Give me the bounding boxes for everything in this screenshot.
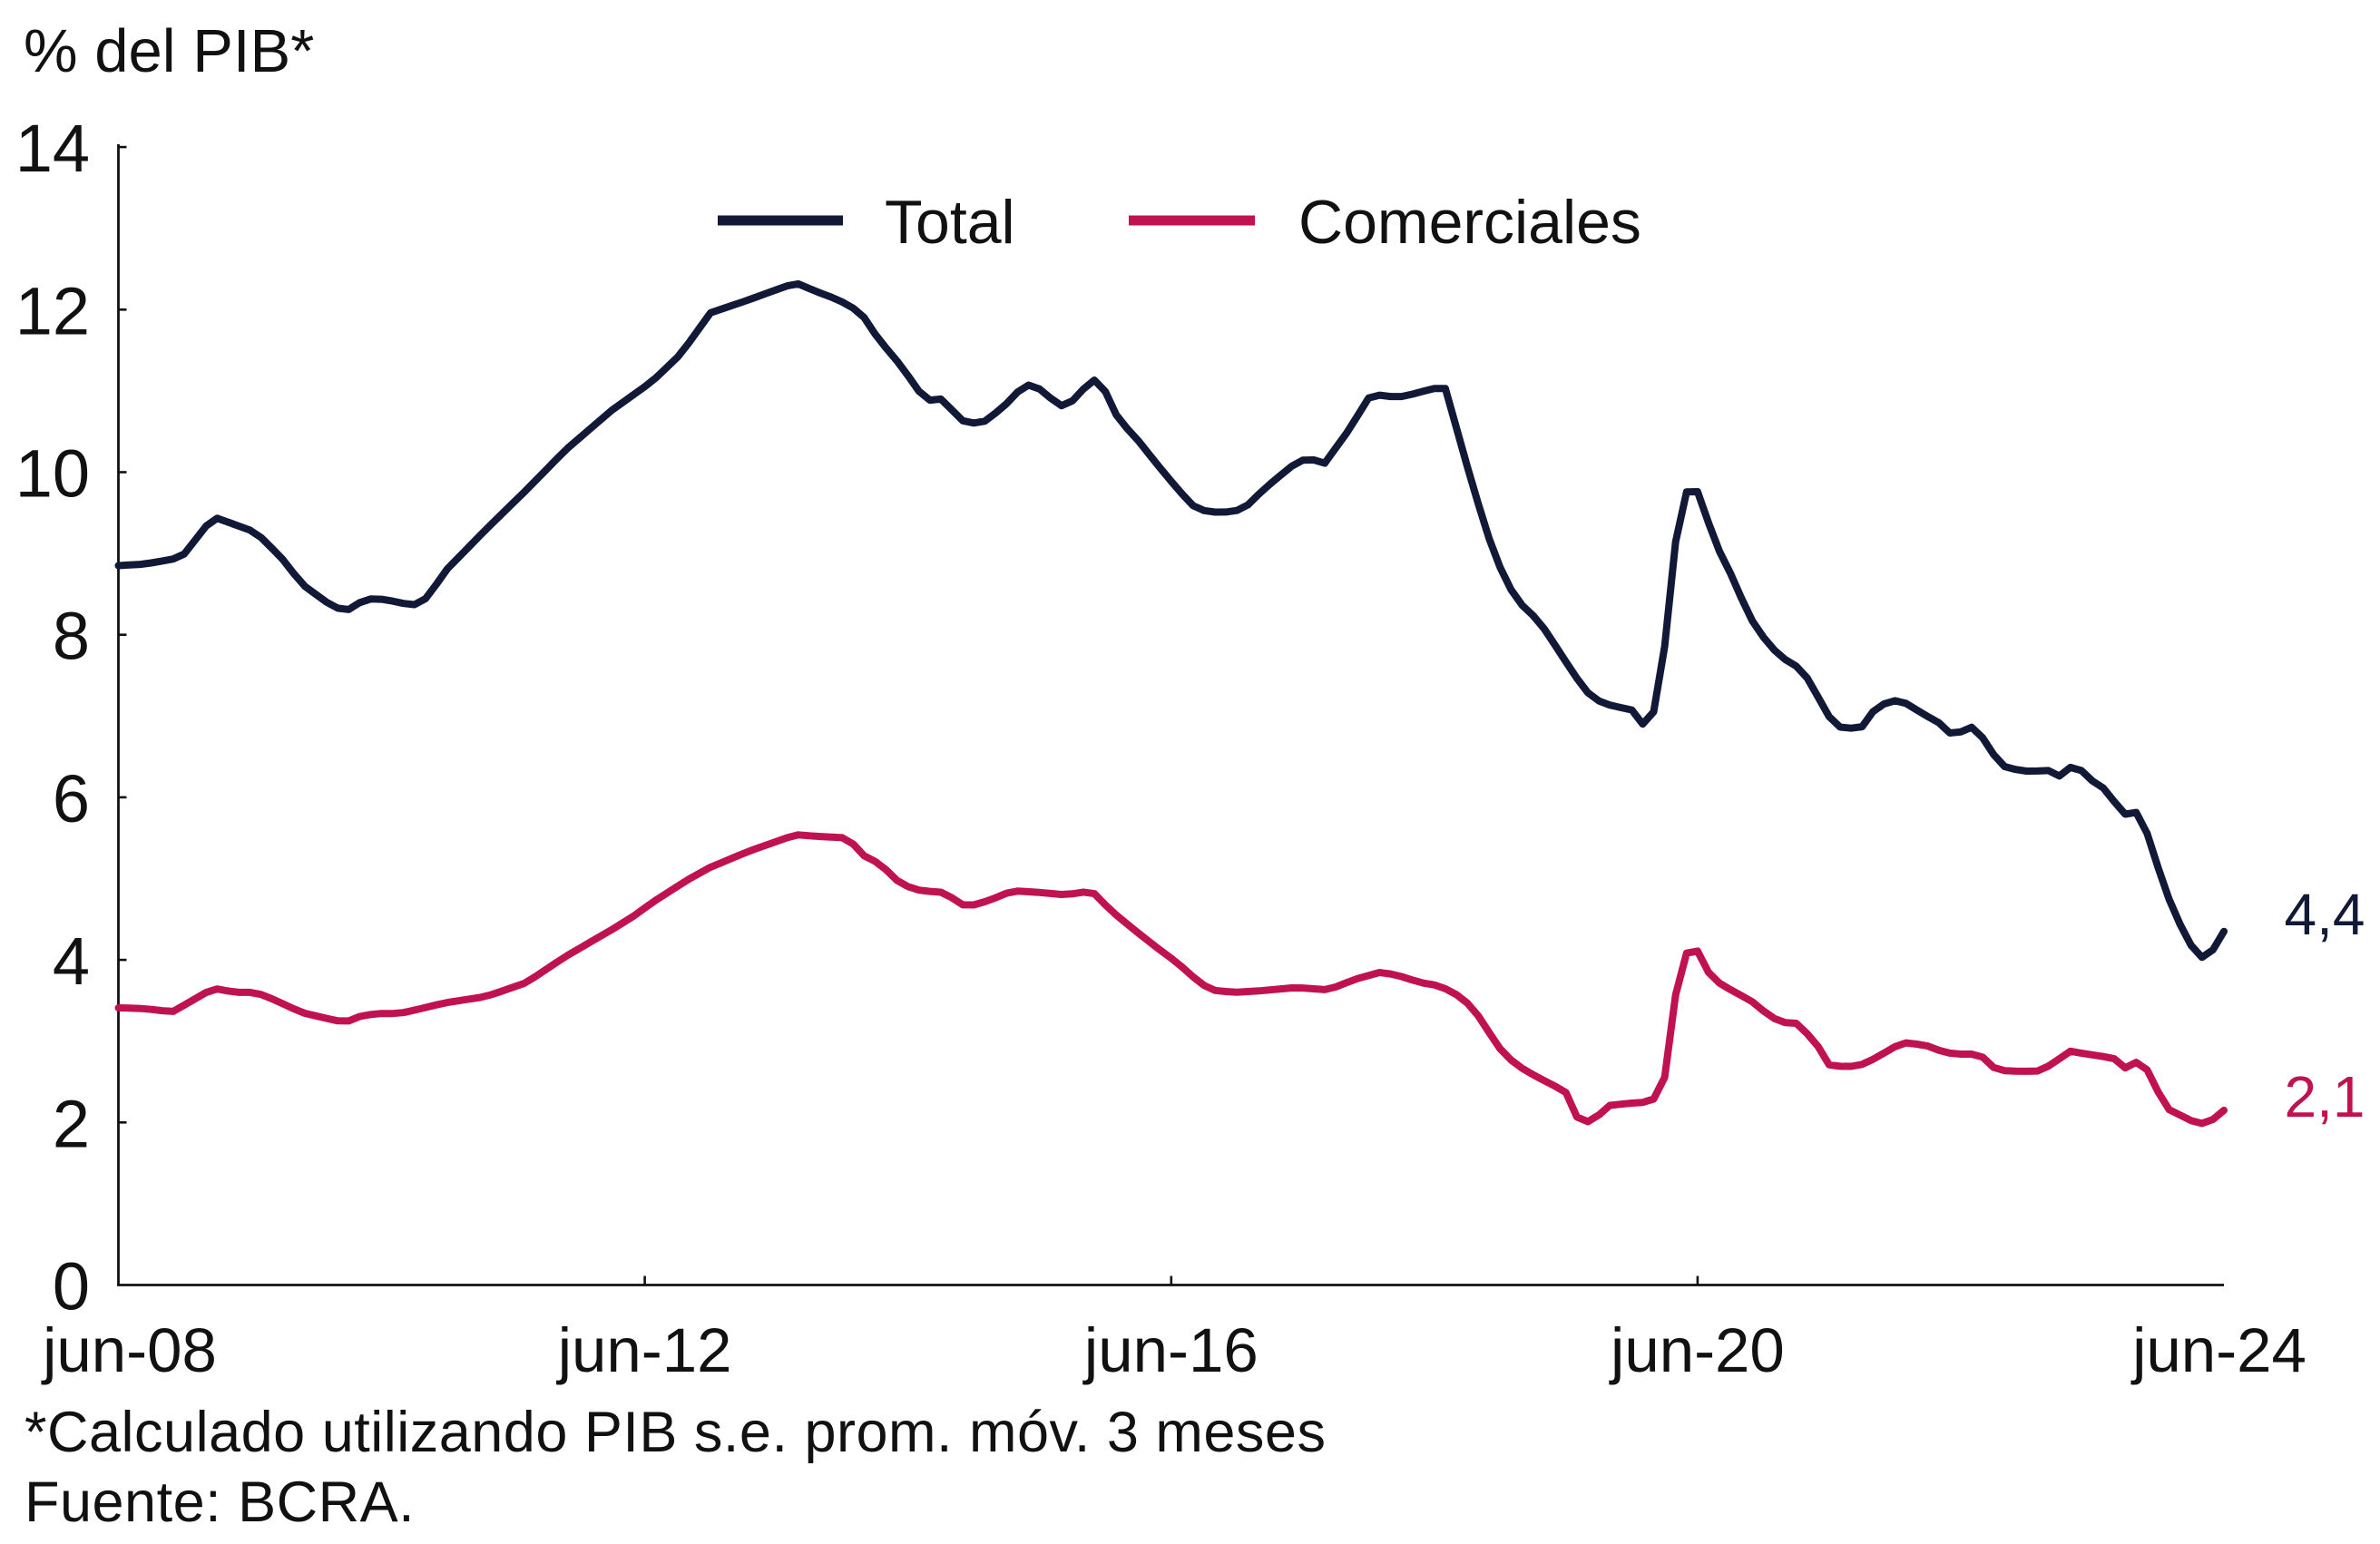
- svg-text:4,4: 4,4: [2285, 882, 2365, 947]
- svg-text:12: 12: [15, 273, 90, 348]
- svg-text:2: 2: [53, 1086, 90, 1161]
- svg-text:*Calculado utilizando PIB s.e.: *Calculado utilizando PIB s.e. prom. móv…: [24, 1401, 1326, 1464]
- svg-text:0: 0: [53, 1249, 90, 1324]
- svg-text:% del PIB*: % del PIB*: [24, 17, 314, 85]
- svg-text:jun-20: jun-20: [1609, 1315, 1785, 1385]
- svg-text:14: 14: [15, 111, 90, 186]
- svg-text:4: 4: [53, 923, 90, 999]
- svg-text:jun-16: jun-16: [1082, 1315, 1259, 1385]
- svg-text:jun-24: jun-24: [2130, 1315, 2307, 1385]
- svg-text:Comerciales: Comerciales: [1298, 188, 1641, 257]
- svg-text:2,1: 2,1: [2285, 1064, 2365, 1129]
- svg-text:10: 10: [15, 436, 90, 512]
- svg-text:Total: Total: [885, 188, 1015, 257]
- svg-text:jun-08: jun-08: [41, 1315, 217, 1385]
- svg-text:6: 6: [53, 761, 90, 836]
- svg-text:Fuente: BCRA.: Fuente: BCRA.: [24, 1471, 415, 1534]
- svg-text:jun-12: jun-12: [556, 1315, 732, 1385]
- svg-text:8: 8: [53, 599, 90, 674]
